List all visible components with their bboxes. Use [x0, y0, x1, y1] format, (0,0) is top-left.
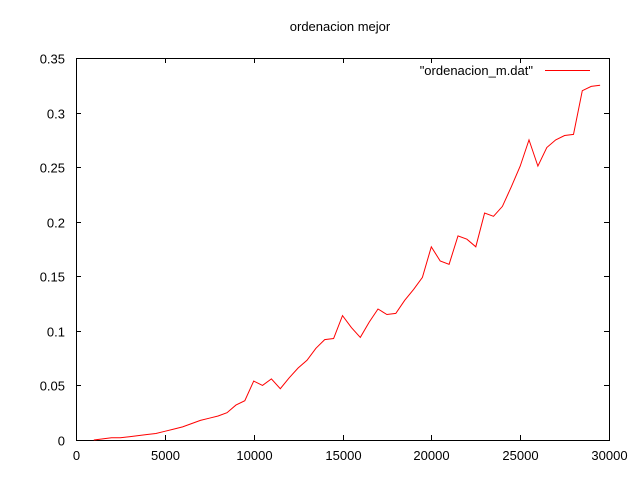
y-tick-label: 0.3: [47, 107, 65, 122]
y-tick-label: 0.05: [40, 379, 65, 394]
tick-labels: 0 5000 10000 15000 20000 25000 30000 0 0.05 0.1 0.…: [40, 52, 628, 464]
series-layer: [93, 84, 601, 441]
legend: "ordenacion_m.dat": [420, 63, 590, 78]
y-tick-label: 0: [58, 434, 65, 449]
x-tick-label: 30000: [591, 448, 627, 463]
x-tick-label: 20000: [413, 448, 449, 463]
x-tick-label: 5000: [151, 448, 180, 463]
tick-marks: [76, 58, 610, 441]
series-line: [93, 84, 601, 441]
x-tick-label: 25000: [502, 448, 538, 463]
chart-title: ordenacion mejor: [290, 19, 391, 34]
y-tick-label: 0.25: [40, 161, 65, 176]
y-tick-label: 0.2: [47, 216, 65, 231]
legend-label: "ordenacion_m.dat": [420, 63, 534, 78]
y-tick-label: 0.15: [40, 270, 65, 285]
x-tick-label: 0: [73, 448, 80, 463]
x-tick-label: 15000: [325, 448, 361, 463]
y-tick-label: 0.1: [47, 325, 65, 340]
plot-frame: [76, 58, 610, 441]
x-tick-label: 10000: [236, 448, 272, 463]
y-tick-label: 0.35: [40, 52, 65, 67]
